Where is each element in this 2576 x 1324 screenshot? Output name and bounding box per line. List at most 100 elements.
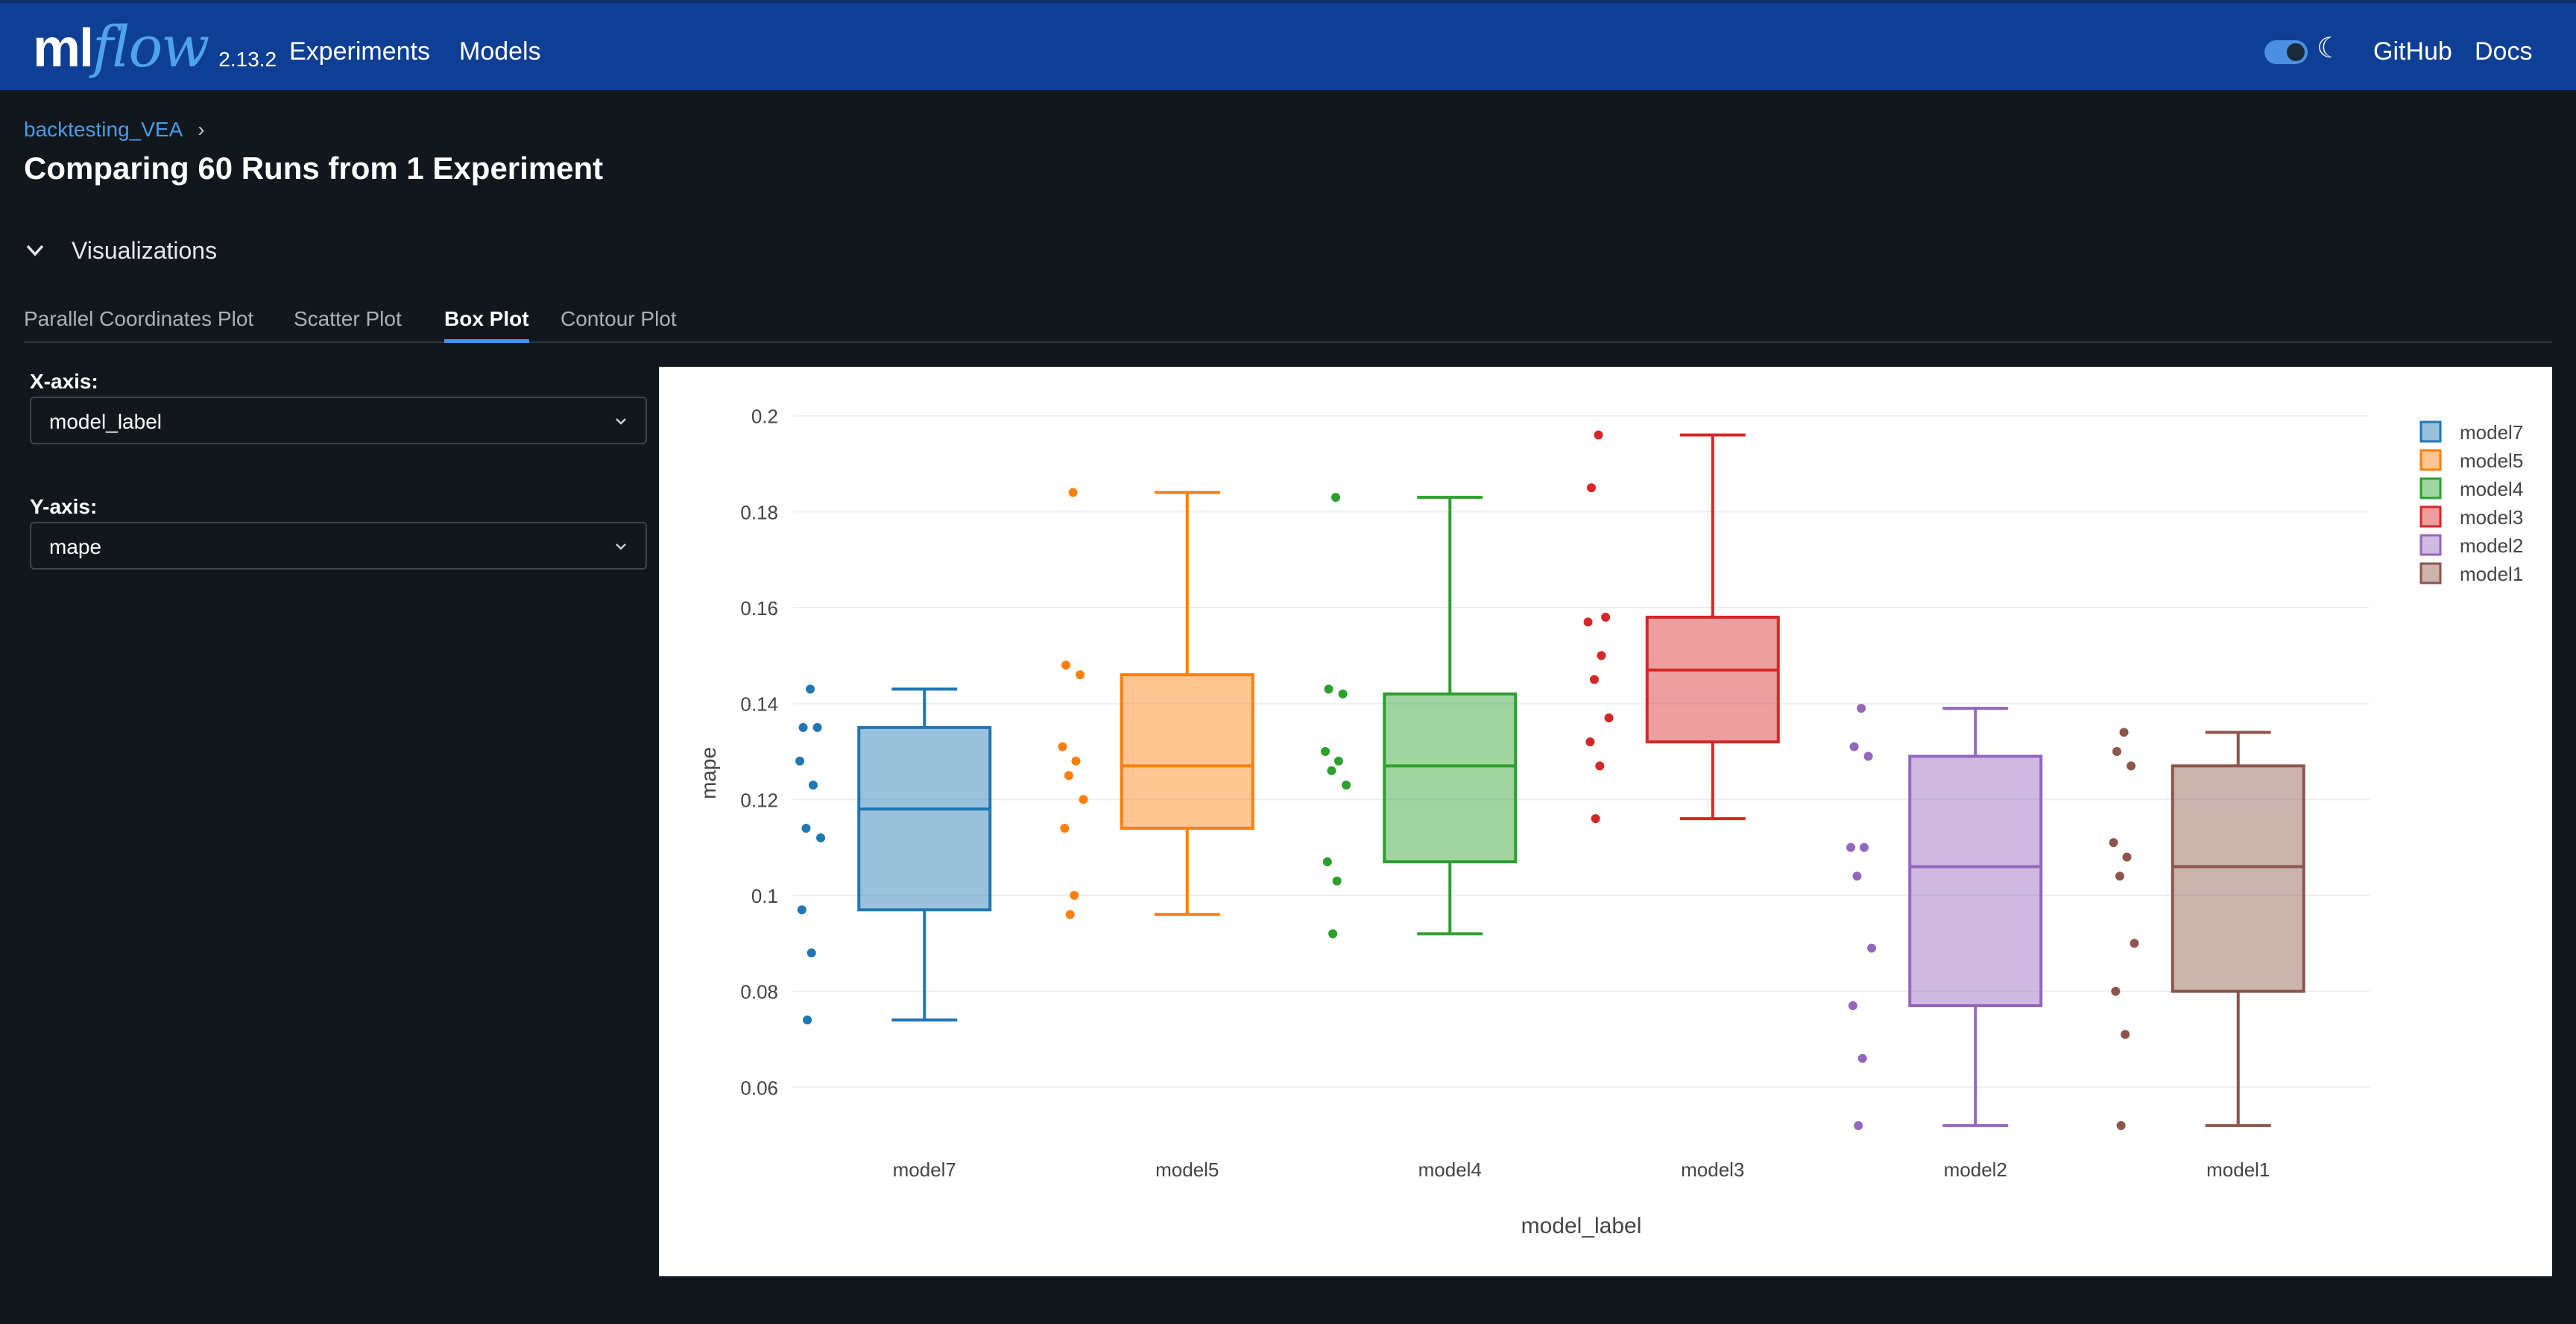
- data-point: [816, 833, 826, 842]
- legend-swatch: [2419, 420, 2442, 443]
- data-point: [1338, 689, 1348, 699]
- legend-swatch: [2419, 449, 2442, 471]
- legend-swatch: [2419, 562, 2442, 584]
- visualizations-section-header[interactable]: Visualizations: [24, 237, 217, 265]
- x-tick-label: model7: [893, 1158, 956, 1181]
- data-point: [1594, 430, 1603, 440]
- data-point: [2115, 871, 2124, 881]
- data-point: [2109, 838, 2118, 848]
- y-tick-label: 0.14: [740, 693, 778, 716]
- y-axis-label: Y-axis:: [30, 495, 98, 518]
- data-point: [1065, 910, 1075, 919]
- box: [1120, 673, 1254, 830]
- data-point: [1597, 651, 1606, 661]
- data-point: [801, 823, 811, 833]
- data-point: [1068, 488, 1078, 497]
- legend-label: model4: [2460, 478, 2523, 500]
- data-point: [2130, 939, 2139, 948]
- legend-swatch: [2419, 505, 2442, 528]
- mlflow-logo[interactable]: ml flow 2.13.2: [33, 13, 277, 81]
- data-point: [1331, 493, 1341, 502]
- data-point: [812, 722, 822, 732]
- y-tick-label: 0.12: [740, 789, 778, 811]
- section-label: Visualizations: [72, 237, 218, 264]
- data-point: [1321, 747, 1330, 757]
- nav-github[interactable]: GitHub: [2373, 37, 2452, 66]
- data-point: [1342, 781, 1351, 790]
- data-point: [1587, 483, 1597, 493]
- data-point: [1324, 684, 1333, 694]
- data-point: [1328, 929, 1338, 939]
- x-tick-label: model2: [1944, 1158, 2007, 1181]
- toggle-knob: [2287, 43, 2305, 61]
- chevron-down-icon[interactable]: [24, 239, 46, 262]
- nav-experiments[interactable]: Experiments: [289, 37, 430, 66]
- data-point: [1595, 761, 1605, 771]
- tab-box-plot[interactable]: Box Plot: [444, 307, 529, 343]
- y-axis-select[interactable]: mape: [30, 522, 647, 570]
- box: [1645, 615, 1780, 744]
- legend-label: model5: [2460, 450, 2523, 472]
- data-point: [2127, 761, 2136, 771]
- data-point: [806, 948, 816, 958]
- x-tick-label: model5: [1155, 1158, 1219, 1181]
- data-point: [795, 756, 805, 766]
- chevron-down-icon: [613, 409, 629, 439]
- box: [857, 725, 992, 912]
- logo-flow: flow: [92, 13, 209, 80]
- data-point: [798, 722, 808, 732]
- data-point: [1589, 675, 1599, 684]
- data-point: [1849, 742, 1859, 751]
- data-point: [1863, 751, 1873, 761]
- chevron-right-icon: ›: [198, 118, 205, 141]
- breadcrumb-experiment-link[interactable]: backtesting_VEA: [24, 118, 183, 141]
- data-point: [1857, 704, 1866, 713]
- moon-icon: ☾: [2317, 33, 2343, 64]
- y-axis-title: mape: [697, 747, 720, 799]
- data-point: [1060, 823, 1070, 833]
- data-point: [1591, 814, 1600, 824]
- data-point: [1852, 871, 1862, 881]
- data-point: [1322, 857, 1332, 867]
- data-point: [803, 1015, 812, 1025]
- x-axis-title: model_label: [1521, 1214, 1642, 1238]
- chevron-down-icon: [613, 534, 629, 564]
- page-title: Comparing 60 Runs from 1 Experiment: [24, 151, 604, 186]
- y-tick-label: 0.2: [751, 406, 778, 428]
- box-plot-area[interactable]: 0.06 0.08 0.1 0.12 0.14 0.16 0.18 0.2 mape model_…: [659, 367, 2552, 1276]
- tab-parallel-coordinates[interactable]: Parallel Coordinates Plot: [24, 307, 254, 330]
- legend-swatch: [2419, 534, 2442, 556]
- tab-scatter-plot[interactable]: Scatter Plot: [294, 307, 402, 330]
- data-point: [1327, 766, 1336, 775]
- visualization-tabs: Parallel Coordinates Plot Scatter Plot B…: [24, 304, 2552, 343]
- data-point: [2111, 986, 2121, 996]
- legend-label: model7: [2460, 421, 2523, 444]
- tab-contour-plot[interactable]: Contour Plot: [561, 307, 677, 330]
- legend-label: model2: [2460, 535, 2523, 557]
- data-point: [1058, 742, 1067, 751]
- y-tick-label: 0.16: [740, 597, 778, 620]
- data-point: [1854, 1120, 1863, 1130]
- theme-toggle[interactable]: [2264, 40, 2308, 64]
- data-point: [1859, 842, 1869, 852]
- data-point: [1070, 891, 1079, 901]
- legend-label: model1: [2460, 563, 2523, 585]
- y-axis-value: mape: [49, 535, 102, 558]
- y-tick-label: 0.06: [740, 1076, 778, 1099]
- nav-docs[interactable]: Docs: [2475, 37, 2533, 66]
- data-point: [1061, 661, 1071, 670]
- data-point: [1071, 756, 1081, 766]
- legend-swatch: [2419, 477, 2442, 499]
- x-axis-value: model_label: [49, 410, 162, 433]
- y-tick-label: 0.08: [740, 981, 778, 1003]
- data-point: [1079, 795, 1088, 804]
- data-point: [1848, 1001, 1857, 1011]
- data-point: [2121, 1030, 2130, 1039]
- breadcrumb: backtesting_VEA ›: [24, 118, 205, 142]
- nav-models[interactable]: Models: [459, 37, 541, 66]
- legend-label: model3: [2460, 506, 2523, 529]
- box: [2171, 764, 2305, 993]
- data-point: [1846, 842, 1856, 852]
- x-tick-label: model3: [1681, 1158, 1744, 1181]
- x-axis-select[interactable]: model_label: [30, 397, 647, 444]
